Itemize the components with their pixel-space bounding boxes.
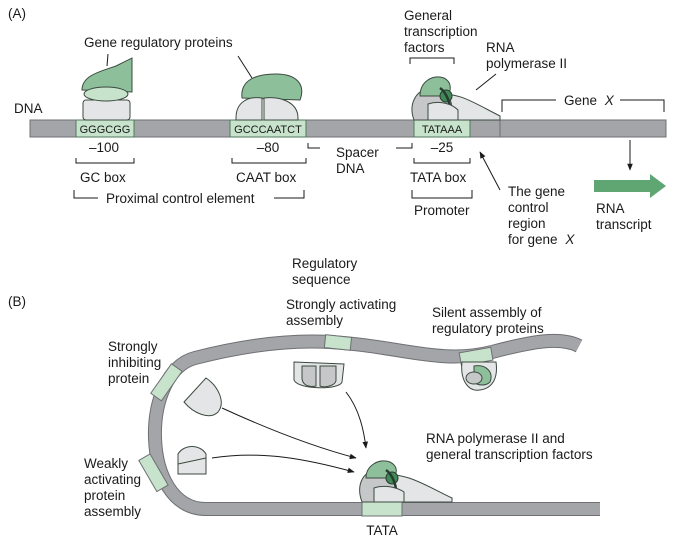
weakly-activating-label-1: Weakly <box>84 456 128 471</box>
gc-box-label: GC box <box>80 170 126 185</box>
weakly-activating-label-4: assembly <box>84 504 141 519</box>
general-tf-label-1: General <box>404 8 452 23</box>
rna-transcript-label-2: transcript <box>596 217 652 232</box>
control-region-label-4: for gene X <box>508 232 575 247</box>
proximal-control-label: Proximal control element <box>106 191 255 206</box>
spacer-label-2: DNA <box>336 161 365 176</box>
weak-activating-site <box>138 453 169 493</box>
spacer-bracket <box>307 143 413 149</box>
caat-box-label: CAAT box <box>236 170 297 185</box>
strong-activating-label-2: assembly <box>286 313 343 328</box>
regulatory-sequence-label-2: sequence <box>292 272 351 287</box>
tata-bound-complex <box>411 76 501 121</box>
rna-transcript-label-1: RNA <box>596 201 625 216</box>
spacer-label-1: Spacer <box>336 145 379 160</box>
rnapol-gtf-label-2: general transcription factors <box>426 447 593 462</box>
strongly-inhibiting-label-3: protein <box>108 371 149 386</box>
caat-bracket <box>231 158 307 164</box>
rna-pol-label-2: polymerase II <box>486 56 567 71</box>
caat-bound-protein <box>235 73 303 121</box>
tata-site <box>361 501 403 517</box>
strong-activating-label-1: Strongly activating <box>286 297 396 312</box>
general-tf-label-3: factors <box>404 40 445 55</box>
dna-label: DNA <box>14 101 43 116</box>
gene-x-label-prefix: Gene <box>564 93 597 108</box>
gc-bracket <box>75 158 135 164</box>
control-region-label-1: The gene <box>508 184 565 199</box>
gene-reg-leader-1 <box>106 53 109 67</box>
strong-activating-assembly <box>293 361 345 389</box>
rna-transcript-arrow <box>594 174 666 198</box>
weakly-activating-label-3: protein <box>84 488 125 503</box>
tata-box-sequence: TATAAA <box>422 124 463 136</box>
promoter-label: Promoter <box>414 203 470 218</box>
tata-bracket <box>413 158 471 164</box>
regulatory-sequence-label-1: Regulatory <box>292 256 358 271</box>
gene-regulatory-proteins-label: Gene regulatory proteins <box>84 35 233 50</box>
weak-activating-assembly <box>177 446 207 475</box>
strongly-inhibiting-protein <box>183 377 222 417</box>
proximal-bracket <box>73 190 305 199</box>
silent-assembly-label-2: regulatory proteins <box>432 321 544 336</box>
rna-pol-leader <box>475 73 497 91</box>
inhibiting-site <box>150 363 183 402</box>
panel-a-label: (A) <box>8 6 26 21</box>
panel-b-label: (B) <box>8 294 26 309</box>
gene-x-label-name: X <box>604 93 615 108</box>
general-tf-bracket <box>409 57 455 64</box>
caat-position: –80 <box>257 140 280 155</box>
strongly-inhibiting-label-1: Strongly <box>108 339 158 354</box>
weak-activator-arrow <box>211 454 355 474</box>
silent-assembly-label-1: Silent assembly of <box>432 305 542 320</box>
tata-box-label: TATA box <box>410 170 467 185</box>
tata-position: –25 <box>431 140 454 155</box>
gc-box-sequence: GGGCGG <box>80 124 131 136</box>
dna-strand <box>29 119 667 138</box>
weakly-activating-label-2: activating <box>84 472 141 487</box>
gene-x-label: Gene X <box>564 93 615 108</box>
tata-b-label: TATA <box>366 523 398 538</box>
control-region-label-2: control <box>508 200 549 215</box>
inhibitor-arrow <box>221 407 357 460</box>
rna-pol-label-1: RNA <box>486 40 515 55</box>
looped-dna-fill <box>148 334 600 515</box>
gc-position: –100 <box>89 140 119 155</box>
gc-box-element: GGGCGG <box>75 119 135 138</box>
control-region-arrow <box>479 151 501 191</box>
gene-reg-leader-2 <box>237 55 253 79</box>
strongly-inhibiting-label-2: inhibiting <box>108 355 161 370</box>
control-region-label-4-prefix: for gene <box>508 232 558 247</box>
tata-box-element: TATAAA <box>413 119 471 138</box>
promoter-bracket <box>411 190 473 199</box>
caat-box-element: GCCCAATCT <box>229 119 307 138</box>
control-region-label-3: region <box>508 216 546 231</box>
silent-assembly <box>461 361 497 391</box>
rnapol-complex <box>359 460 453 503</box>
caat-box-sequence: GCCCAATCT <box>234 124 302 136</box>
gene-x-bracket <box>501 99 665 112</box>
strong-activator-arrow <box>345 391 368 449</box>
gc-bound-protein <box>81 57 133 121</box>
control-region-label-4-name: X <box>564 232 575 247</box>
general-tf-label-2: transcription <box>404 24 478 39</box>
rnapol-gtf-label-1: RNA polymerase II and <box>426 431 565 446</box>
strong-activating-site <box>323 334 353 351</box>
